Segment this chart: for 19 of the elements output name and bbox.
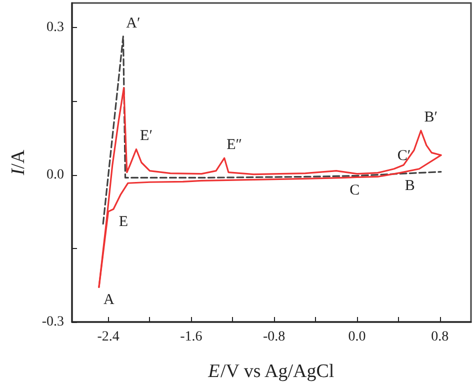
y-tick-label: 0.3 xyxy=(46,20,64,36)
x-tick-label: 0.8 xyxy=(431,330,449,344)
annotation: E xyxy=(118,214,128,230)
annotation: A xyxy=(104,292,115,308)
x-tick-label: -0.8 xyxy=(263,330,286,344)
annotation: B′ xyxy=(424,110,438,126)
annotation: A′ xyxy=(126,15,140,32)
annotation: E′ xyxy=(140,128,152,144)
x-axis-title: E/V vs Ag/AgCl xyxy=(207,361,334,382)
annotation: C′ xyxy=(397,148,411,164)
x-tick-label: -2.4 xyxy=(97,330,120,344)
y-tick-label: -0.3 xyxy=(42,314,64,330)
x-tick-label: 0.0 xyxy=(348,330,366,344)
annotation: E″ xyxy=(226,137,242,154)
annotation: C xyxy=(350,182,360,199)
y-tick-label: 0.0 xyxy=(46,167,64,182)
x-tick-label: -1.6 xyxy=(180,330,202,344)
annotation: B xyxy=(404,178,415,194)
y-axis-title: I/A xyxy=(8,150,29,176)
